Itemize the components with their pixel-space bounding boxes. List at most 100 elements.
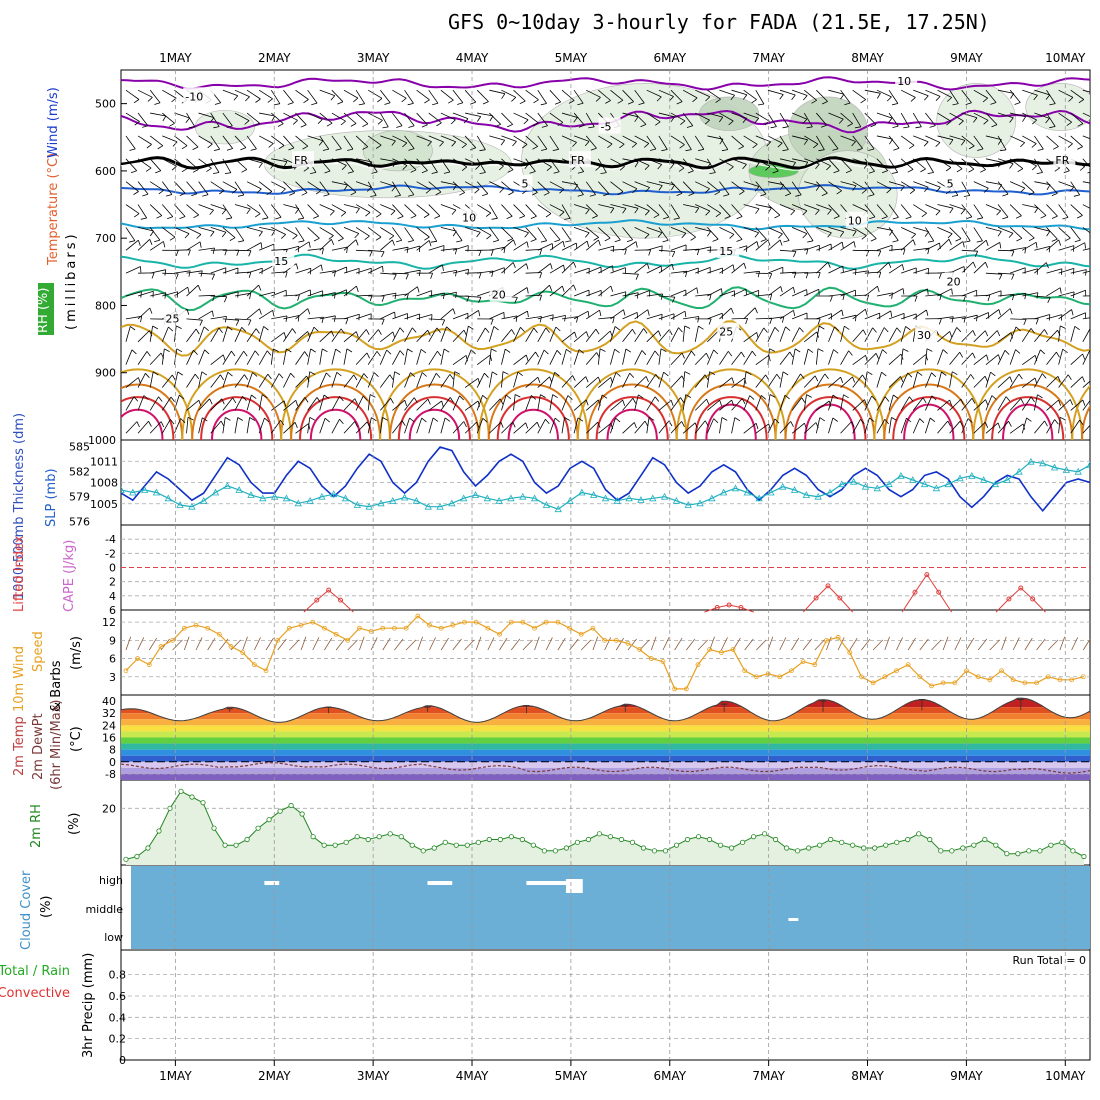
wind-barb xyxy=(961,158,975,170)
wind-barb-flag xyxy=(597,376,601,383)
li-tick-label: -2 xyxy=(105,547,116,560)
wind-barb-flag xyxy=(1024,293,1027,300)
wind10m-barb xyxy=(907,637,916,651)
wind-barb xyxy=(234,327,243,342)
date-label-top: 7MAY xyxy=(752,51,785,65)
wind-barb-flag xyxy=(769,394,776,398)
wind-barb xyxy=(186,328,197,343)
wind-barb-flag xyxy=(661,149,668,152)
wind-barb-flag xyxy=(162,115,167,122)
wind-barb-flag xyxy=(987,295,991,302)
wind-barb xyxy=(1034,349,1041,365)
wind-barb xyxy=(149,241,164,251)
wind-barb xyxy=(198,227,215,232)
wind-barb-flag xyxy=(500,140,506,146)
date-label-bottom: 10MAY xyxy=(1045,1069,1086,1083)
wind-barb xyxy=(573,89,584,104)
wind10m-barb xyxy=(569,638,579,651)
wind-barb-flag xyxy=(740,351,745,358)
thickness-marker xyxy=(613,496,621,504)
rh-marker xyxy=(508,834,514,840)
precip-total-label: Total / Rain xyxy=(0,964,70,979)
wind-barb xyxy=(925,181,941,188)
wind-barb xyxy=(949,266,965,274)
wind-barb-flag xyxy=(197,285,201,291)
wind-barb-flag xyxy=(697,316,700,323)
wind-barb-flag xyxy=(428,240,432,247)
wind-barb-flag xyxy=(395,239,402,243)
wind10m-barb xyxy=(394,638,404,651)
wind-barb xyxy=(803,331,818,343)
wind-barb-flag xyxy=(1067,143,1073,148)
wind-barb-flag xyxy=(926,348,933,352)
wind10m-marker xyxy=(824,637,829,643)
wind-barb xyxy=(1058,399,1071,411)
wind-barb-flag xyxy=(322,348,328,353)
wind10m-marker xyxy=(975,674,981,680)
wind-barb-flag xyxy=(145,167,152,172)
wind-barb xyxy=(779,158,796,163)
wind-barb-flag xyxy=(713,349,719,355)
wind-barb xyxy=(925,135,941,143)
wind-barb xyxy=(440,308,454,320)
wind-barb xyxy=(537,263,551,274)
wind-barb-flag xyxy=(1069,399,1073,406)
wind-barb xyxy=(537,181,550,193)
wind-barb-flag xyxy=(817,318,821,325)
wind-barb-flag xyxy=(396,125,403,128)
wind-barb-flag xyxy=(441,400,444,407)
rh-units-label: (%) xyxy=(67,813,82,836)
rh-marker xyxy=(200,800,206,806)
wind-barb xyxy=(222,227,236,239)
wind-barb-flag xyxy=(772,170,779,174)
wind-barb-flag xyxy=(865,355,868,362)
wind-barb xyxy=(258,135,274,144)
wind-barb xyxy=(997,227,1014,234)
wind-barb-flag xyxy=(212,310,214,317)
wind-barb-flag xyxy=(670,116,675,122)
wind-barb xyxy=(1070,419,1081,434)
wind-barb-flag xyxy=(878,271,882,278)
wind-barb-flag xyxy=(169,236,176,241)
date-label-top: 2MAY xyxy=(258,51,291,65)
wind-barb-flag xyxy=(181,168,188,173)
wind-barb-flag xyxy=(919,418,925,423)
wind-barb-flag xyxy=(935,96,941,101)
wind-barb xyxy=(815,348,819,365)
thickness-marker xyxy=(1074,467,1082,475)
wind-barb-flag xyxy=(176,325,182,329)
temp-band xyxy=(121,755,1090,762)
wind-barb-flag xyxy=(537,377,541,383)
wind-barb-flag xyxy=(427,398,431,405)
thickness-marker xyxy=(660,492,669,500)
wind10m-barb xyxy=(872,639,884,651)
wind-barb xyxy=(610,399,623,411)
wind-barb xyxy=(331,135,342,150)
wind-barb xyxy=(549,240,564,251)
wind-barb xyxy=(731,89,748,96)
wind-barb xyxy=(646,330,659,343)
wind-barb-flag xyxy=(1016,237,1023,242)
wind-barb-flag xyxy=(963,195,970,197)
wind-barb-flag xyxy=(1045,262,1049,269)
wind-barb-flag xyxy=(470,101,476,105)
wind-barb xyxy=(683,316,699,320)
wind10m-marker xyxy=(228,644,234,649)
wind-barb xyxy=(186,270,203,274)
wind-barb-flag xyxy=(252,372,258,377)
wind-barb-flag xyxy=(964,240,971,243)
thickness-marker xyxy=(294,499,302,507)
wind-barb xyxy=(610,181,624,192)
wind-barb-flag xyxy=(888,262,892,269)
wind-barb-flag xyxy=(714,191,720,196)
wind-barb xyxy=(440,348,445,365)
wind-barb-flag xyxy=(802,119,808,124)
wind-barb-flag xyxy=(539,294,542,301)
wind-barb-flag xyxy=(184,233,190,239)
wind-barb xyxy=(356,294,373,297)
wind-barb xyxy=(913,247,930,251)
wind-barb-flag xyxy=(576,316,579,323)
wind-barb-flag xyxy=(743,262,747,269)
wind-barb-flag xyxy=(891,171,898,174)
wind-barb-flag xyxy=(307,331,311,338)
